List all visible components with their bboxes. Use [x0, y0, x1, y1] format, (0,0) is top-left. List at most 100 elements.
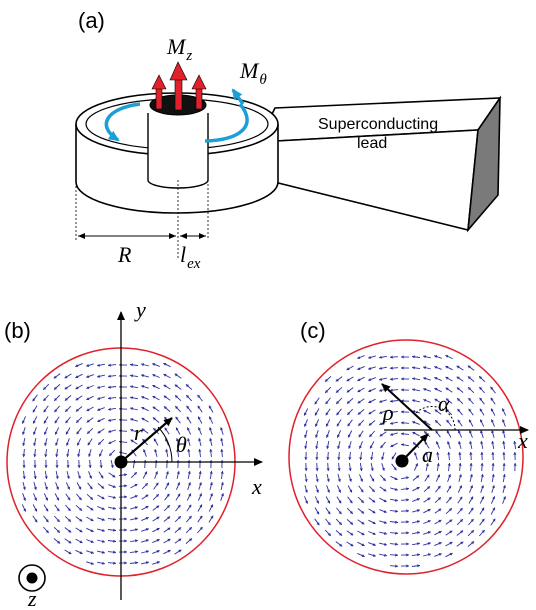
field-arrowhead: [379, 422, 383, 426]
field-arrowhead: [350, 532, 354, 536]
field-arrowhead: [470, 530, 474, 534]
field-arrowhead: [90, 518, 94, 522]
field-arrowhead: [368, 355, 372, 359]
field-arrowhead: [197, 394, 201, 398]
field-arrowhead: [89, 486, 93, 490]
field-arrowhead: [86, 419, 90, 423]
field-arrowhead: [379, 377, 382, 381]
field-arrowhead: [361, 554, 365, 557]
field-arrowhead: [79, 540, 83, 544]
field-arrowhead: [406, 498, 409, 502]
field-arrowhead: [141, 407, 145, 410]
field-arrowhead: [55, 476, 59, 479]
field-arrowhead: [315, 468, 319, 471]
field-arrowhead: [359, 457, 363, 460]
field-arrowhead: [67, 486, 70, 490]
field-arrowhead: [368, 378, 372, 381]
mz-arrow-center: [169, 61, 188, 111]
field-arrowhead: [383, 488, 387, 492]
field-arrowhead: [67, 518, 71, 522]
field-arrowhead: [491, 485, 495, 489]
field-arrowhead: [209, 471, 213, 474]
field-arrowhead: [101, 496, 105, 500]
field-arrowhead: [456, 387, 460, 391]
field-arrowhead: [491, 419, 494, 423]
field-arrowhead: [315, 434, 319, 438]
field-arrowhead: [316, 511, 320, 515]
field-arrowhead: [108, 374, 111, 378]
field-arrowhead: [401, 399, 404, 403]
field-arrowhead: [412, 431, 416, 435]
vector-field-c: [303, 354, 517, 568]
field-arrowhead: [423, 388, 427, 391]
field-arrowhead: [479, 376, 483, 380]
field-arrowhead: [176, 449, 180, 452]
field-arrowhead: [416, 509, 420, 513]
field-arrowhead: [338, 500, 342, 504]
field-arrowhead: [339, 532, 342, 536]
field-arrowhead: [54, 431, 58, 435]
field-arrowhead: [325, 412, 329, 416]
field-arrowhead: [449, 519, 453, 523]
field-arrowhead: [141, 417, 145, 421]
field-arrowhead: [78, 486, 82, 490]
field-arrowhead: [153, 428, 157, 431]
field-arrowhead: [490, 408, 494, 412]
field-arrowhead: [45, 519, 49, 523]
field-arrowhead: [502, 408, 505, 412]
field-arrowhead: [197, 405, 201, 409]
field-arrowhead: [198, 471, 202, 474]
field-arrowhead: [188, 482, 191, 486]
field-arrowhead: [390, 355, 393, 359]
field-arrowhead: [395, 520, 398, 524]
circulation-arrows: [104, 88, 249, 143]
field-arrowhead: [89, 475, 92, 479]
field-arrowhead: [434, 398, 438, 402]
field-arrowhead: [406, 487, 409, 491]
field-arrowhead: [97, 419, 101, 422]
field-arrowhead: [112, 485, 116, 488]
field-arrowhead: [458, 474, 462, 478]
field-arrowhead: [220, 427, 224, 431]
field-arrowhead: [335, 378, 339, 382]
field-arrowhead: [479, 397, 483, 401]
field-arrowhead: [98, 441, 102, 445]
field-arrowhead: [177, 516, 181, 520]
field-arrowhead: [177, 504, 181, 508]
field-arrowhead: [315, 479, 319, 482]
field-arrowhead: [141, 385, 145, 389]
field-arrowhead: [449, 552, 453, 556]
field-arrowhead: [167, 527, 171, 531]
field-arrowhead: [390, 377, 393, 381]
field-arrowhead: [64, 375, 68, 379]
field-arrowhead: [468, 387, 472, 391]
field-arrowhead: [316, 500, 319, 504]
field-arrowhead: [113, 517, 116, 521]
field-arrowhead: [188, 515, 192, 519]
field-arrowhead: [406, 553, 409, 557]
field-arrowhead: [481, 530, 485, 533]
field-arrowhead: [141, 396, 145, 399]
field-arrowhead: [360, 499, 364, 503]
field-arrowhead: [199, 504, 203, 508]
field-arrowhead: [445, 387, 449, 391]
field-arrowhead: [395, 553, 398, 557]
field-arrowhead: [381, 456, 385, 460]
field-arrowhead: [177, 493, 181, 497]
field-arrowhead: [124, 484, 127, 488]
field-arrowhead: [339, 543, 343, 547]
field-arrowhead: [54, 420, 58, 424]
field-arrowhead: [401, 377, 404, 381]
field-arrowhead: [32, 398, 36, 402]
field-arrowhead: [395, 531, 398, 535]
mtheta-label: Mθ: [239, 58, 267, 88]
field-arrowhead: [446, 430, 450, 434]
panel-a-label: (a): [78, 8, 105, 33]
field-arrowhead: [75, 364, 79, 367]
field-arrowhead: [382, 478, 386, 481]
field-arrowhead: [394, 477, 398, 480]
field-arrowhead: [76, 419, 80, 423]
field-arrowhead: [337, 478, 341, 482]
field-arrowhead: [220, 449, 224, 452]
